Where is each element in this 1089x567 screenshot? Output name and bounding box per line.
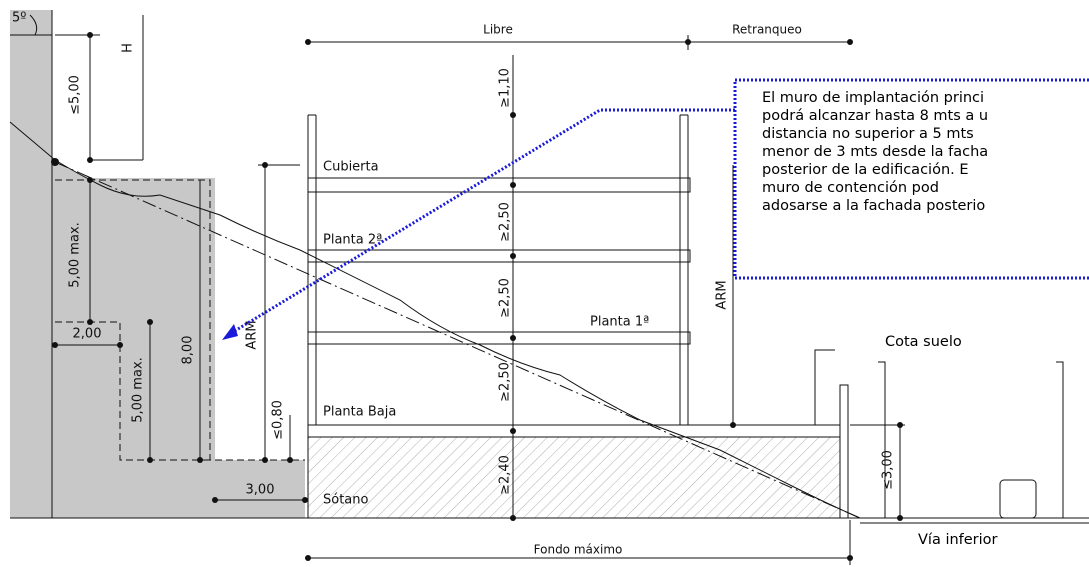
annotation-line: menor de 3 mts desde la facha [762, 144, 988, 160]
road-label: Vía inferior [918, 532, 998, 548]
annotation-line: distancia no superior a 5 mts [762, 126, 974, 142]
dim-label: ≥1,10 [498, 68, 513, 108]
slabs [307, 177, 849, 438]
dim-label: ARM [245, 320, 260, 349]
annotation-line: podrá alcanzar hasta 8 mts a u [762, 108, 988, 124]
dimension-points [52, 32, 903, 561]
dimension-lines [10, 14, 905, 565]
terrain [10, 10, 305, 518]
dim-label: ≤5,00 [68, 75, 83, 115]
point [51, 158, 59, 166]
annotation-line: adosarse a la fachada posterio [762, 198, 985, 214]
annotation-line: El muro de implantación princi [762, 90, 984, 106]
level-label: Planta 1ª [590, 315, 649, 330]
dim-label: 2,00 [73, 327, 102, 342]
dim-label: ≥2,50 [498, 278, 513, 318]
slope-line [54, 161, 861, 519]
dim-label: Fondo máximo [534, 543, 623, 557]
level-label: Planta Baja [323, 405, 396, 420]
angle-label: 5º [12, 11, 26, 26]
annotation-text: El muro de implantación princi podrá alca… [762, 90, 988, 214]
dim-label: Libre [483, 23, 513, 37]
dim-label: ≥2,40 [498, 455, 513, 495]
level-label: Cubierta [323, 160, 379, 175]
level-label: Planta 2ª [323, 233, 382, 248]
dim-label: 5,00 max. [68, 222, 83, 288]
lamp-posts [878, 361, 1064, 518]
annotation-line: posterior de la edificación. E [762, 162, 969, 178]
natural-terrain [9, 121, 861, 519]
annotation-pointer [227, 108, 735, 337]
dim-label: 8,00 [181, 336, 196, 365]
dim-label: ≤0,80 [271, 400, 286, 440]
arrow-head [222, 324, 238, 340]
dim-label: 5,00 max. [131, 357, 146, 423]
dim-label: ≤3,00 [881, 450, 896, 490]
car [999, 479, 1037, 519]
level-label: Cota suelo [885, 334, 962, 350]
annotation-line: muro de contención pod [762, 180, 939, 196]
dim-label: ≥2,50 [498, 202, 513, 242]
dim-label: ARM [715, 280, 730, 309]
height-label: H [121, 43, 136, 53]
dashed-profile [55, 179, 305, 461]
dim-label: 3,00 [246, 483, 275, 498]
dashed-step [55, 321, 210, 461]
annotation-box [733, 78, 1089, 280]
dim-label: Retranqueo [732, 23, 802, 37]
level-label: Sótano [323, 493, 369, 508]
basement [307, 436, 849, 519]
dim-label: ≥2,50 [498, 362, 513, 402]
